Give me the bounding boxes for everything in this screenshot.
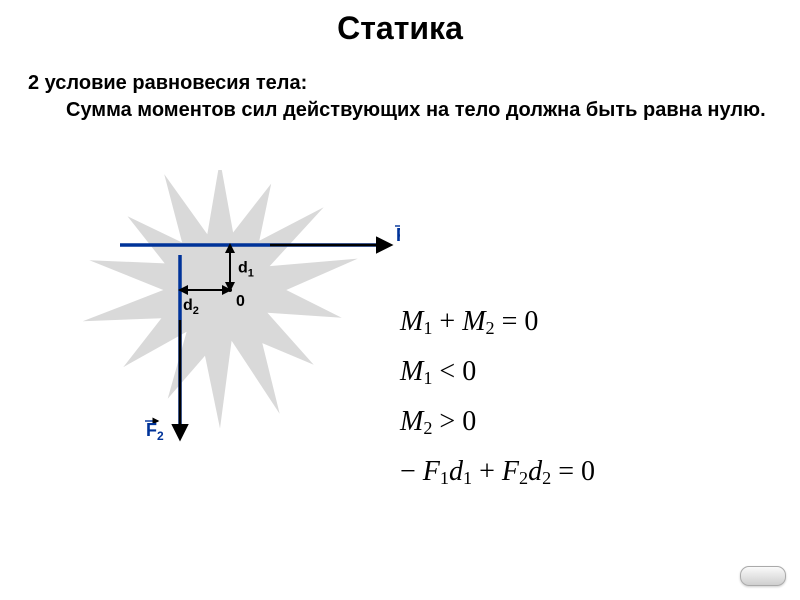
condition-line2: Сумма моментов сил действующих на тело д… bbox=[28, 99, 766, 121]
equilibrium-condition: 2 условие равновесия тела: Сумма моменто… bbox=[28, 70, 768, 124]
equation-2: M1 < 0 bbox=[400, 350, 595, 400]
burst-background bbox=[83, 170, 358, 429]
equation-3: M2 > 0 bbox=[400, 400, 595, 450]
force-F1-label: F1 bbox=[396, 225, 400, 248]
equation-4: − F1d1 + F2d2 = 0 bbox=[400, 450, 595, 500]
moment-diagram: d1 d2 0 F1 F2 bbox=[20, 170, 400, 470]
pivot-point bbox=[228, 288, 232, 292]
page-title: Статика bbox=[0, 10, 800, 47]
condition-line1: 2 условие равновесия тела: bbox=[28, 72, 307, 94]
force-F2-label: F2 bbox=[146, 420, 164, 443]
next-slide-button[interactable] bbox=[740, 566, 786, 586]
equations-block: M1 + M2 = 0 M1 < 0 M2 > 0 − F1d1 + F2d2 … bbox=[400, 300, 595, 500]
equation-1: M1 + M2 = 0 bbox=[400, 300, 595, 350]
pivot-label: 0 bbox=[236, 293, 245, 310]
